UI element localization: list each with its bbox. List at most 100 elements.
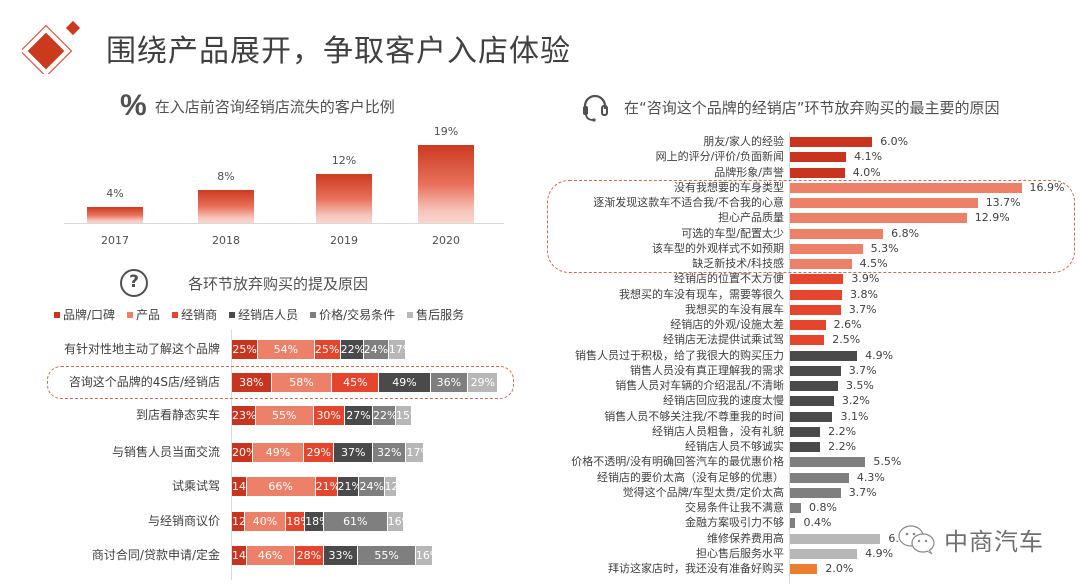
chart1-x-axis (64, 223, 504, 224)
chart3-row: 销售人员过于积极，给了我很大的购买压力 4.9% (0, 348, 1080, 363)
headset-icon (583, 94, 608, 122)
chart3-category-label: 网上的评分/评价/负面新闻 (655, 150, 784, 164)
chart3-row: 逐渐发现这款车不适合我/不合我的心意 13.7% (0, 195, 1080, 210)
chart1-value-label: 19% (433, 125, 459, 138)
chart3-row: 销售人员对车辆的介绍混乱/不清晰 3.5% (0, 378, 1080, 393)
chart3-row: 交易条件让我不满意 0.8% (0, 500, 1080, 515)
chart3-row: 拜访这家店时，我还没有准备好购买 2.0% (0, 561, 1080, 576)
chart2-stacked-bar: 25%54%25%22%24%17% (232, 340, 407, 359)
chart3-category-label: 可选的车型/配置太少 (681, 226, 784, 240)
chart3-row: 经销店人员不够诚实 2.2% (0, 439, 1080, 454)
chart1-plot: 4% 8% 12% 19% (64, 120, 504, 224)
legend-item: 产品 (127, 306, 160, 323)
chart3-bar (790, 503, 801, 513)
chart3-value-label: 4.3% (856, 470, 885, 484)
chart3-bar (790, 442, 821, 452)
chart3-category-label: 朋友/家人的经验 (703, 135, 784, 148)
chart3-value-label: 16.9% (1029, 180, 1065, 194)
chart2-segment: 17% (406, 443, 425, 462)
chart3-value-label: 5.3% (870, 241, 899, 255)
chart3-value-label: 3.1% (840, 409, 869, 423)
chart3-category-label: 经销店回应我的速度太慢 (663, 394, 784, 408)
chart2-segment: 24% (363, 340, 389, 359)
legend-swatch (407, 311, 414, 318)
chart3-value-label: 4.0% (852, 165, 881, 179)
chart3-category-label: 销售人员没有真正理解我的需求 (630, 363, 784, 377)
chart2-title: ? 各环节放弃购买的提及原因 (120, 268, 368, 298)
chart2-segment: 54% (258, 340, 315, 359)
chart3-category-label: 担心产品质量 (718, 211, 784, 225)
chart3-value-label: 2.0% (825, 562, 854, 575)
chart2-stacked-bar: 14%66%21%21%24%12% (232, 477, 398, 496)
chart2-segment: 25% (314, 340, 341, 359)
highlight-box-product-reasons (547, 180, 1075, 273)
chart2-segment: 16% (415, 546, 433, 565)
chart3-category-label: 销售人员对车辆的介绍混乱/不清晰 (615, 379, 784, 392)
chart3-category-label: 品牌形象/声誉 (714, 165, 784, 179)
chart2-stacked-bar: 12%40%18%18%61%16% (232, 512, 405, 531)
red-diamond-icon (22, 20, 81, 74)
chart3-row: 我想买的车没有现车，需要等很久 3.8% (0, 287, 1080, 302)
chart3-category-label: 经销店无法提供试乘试驾 (663, 333, 784, 347)
chart3-row: 该车型的外观样式不如预期 5.3% (0, 241, 1080, 256)
chart2-segment: 18% (286, 512, 306, 531)
chart3-category-label: 缺乏新技术/科技感 (692, 257, 784, 270)
chart2-segment: 37% (334, 443, 374, 462)
chart3-category-label: 经销店的外观/设施太差 (670, 318, 784, 331)
legend-item: 经销商 (172, 306, 217, 323)
chart2-row: 有针对性地主动了解这个品牌 25%54%25%22%24%17% (0, 340, 1080, 359)
chart2-stacked-bar: 20%49%29%37%32%17% (232, 443, 425, 462)
chart2-segment: 40% (244, 512, 287, 531)
chart3-title: 在“咨询这个品牌的经销店”环节放弃购买的最主要的原因 (580, 92, 1000, 122)
highlight-box-dealer-consult (47, 366, 514, 399)
chart3-category-label: 销售人员不够关注我/不尊重我的时间 (604, 409, 784, 423)
chart3-row: 品牌形象/声誉 4.0% (0, 165, 1080, 180)
legend-label: 品牌/口碑 (63, 308, 116, 322)
chart3-row: 销售人员没有真正理解我的需求 3.7% (0, 363, 1080, 378)
chart3-value-label: 6.0% (880, 135, 909, 148)
chart3-bar (790, 152, 847, 163)
chart2-segment: 30% (313, 406, 345, 425)
chart3-bar (790, 243, 863, 254)
chart2-category-label: 到店看静态实车 (135, 408, 220, 422)
page-title: 围绕产品展开，争取客户入店体验 (106, 34, 571, 69)
chart3-category-label: 经销店人员粗鲁，没有礼貌 (652, 424, 784, 438)
chart3-category-label: 该车型的外观样式不如预期 (652, 241, 784, 255)
chart1-bar (418, 145, 474, 223)
chart2-segment: 14% (232, 546, 247, 565)
chart2-stacked-bar: 14%46%28%33%55%16% (232, 546, 433, 565)
chart3-value-label: 3.2% (841, 394, 870, 408)
chart2-segment: 21% (337, 477, 360, 496)
chart3-bar (790, 365, 841, 376)
chart2-stacked-bar: 38% 58% 45% 49% 36% 29% (232, 373, 499, 392)
chart3-category-label: 交易条件让我不满意 (685, 501, 784, 514)
chart3-row: 经销店人员粗鲁，没有礼貌 2.2% (0, 424, 1080, 439)
chart2-segment: 49% (252, 443, 305, 462)
chart2-segment: 15% (396, 406, 412, 425)
chart3-category-label: 拜访这家店时，我还没有准备好购买 (608, 562, 784, 575)
chart3-bar (790, 289, 843, 300)
chart2-segment: 29% (468, 373, 499, 392)
chart2-category-label: 与经销商议价 (147, 514, 220, 528)
chart3-category-label: 我想买的车没有现车，需要等很久 (619, 287, 784, 301)
chart2-segment: 22% (340, 340, 364, 359)
chart3-value-label: 5.5% (873, 455, 902, 469)
chart3-row: 金融方案吸引力不够 0.4% (0, 515, 1080, 530)
chart3-row: 经销店的要价太高（没有足够的优惠） 4.3% (0, 470, 1080, 485)
legend-swatch (127, 311, 134, 318)
chart3-category-label: 价格不透明/没有明确回答汽车的最优惠价格 (571, 455, 784, 469)
legend-swatch (310, 311, 317, 318)
chart2-segment: 23% (232, 406, 257, 425)
chart1-value-label: 4% (106, 186, 124, 200)
chart2-stacked-bar: 23%55%30%27%22%15% (232, 406, 412, 425)
chart2-segment: 16% (387, 512, 405, 531)
chart3-bar (790, 548, 858, 559)
chart3-value-label: 2.2% (828, 424, 857, 438)
chart3-value-label: 13.7% (985, 196, 1021, 209)
chart2-category-label: 有针对性地主动了解这个品牌 (63, 342, 220, 356)
chart3-bar (790, 457, 866, 468)
chart1-value-label: 8% (217, 170, 235, 184)
chart2-segment: 33% (323, 546, 359, 565)
chart3-category-label: 经销店的位置不太方便 (674, 272, 784, 286)
